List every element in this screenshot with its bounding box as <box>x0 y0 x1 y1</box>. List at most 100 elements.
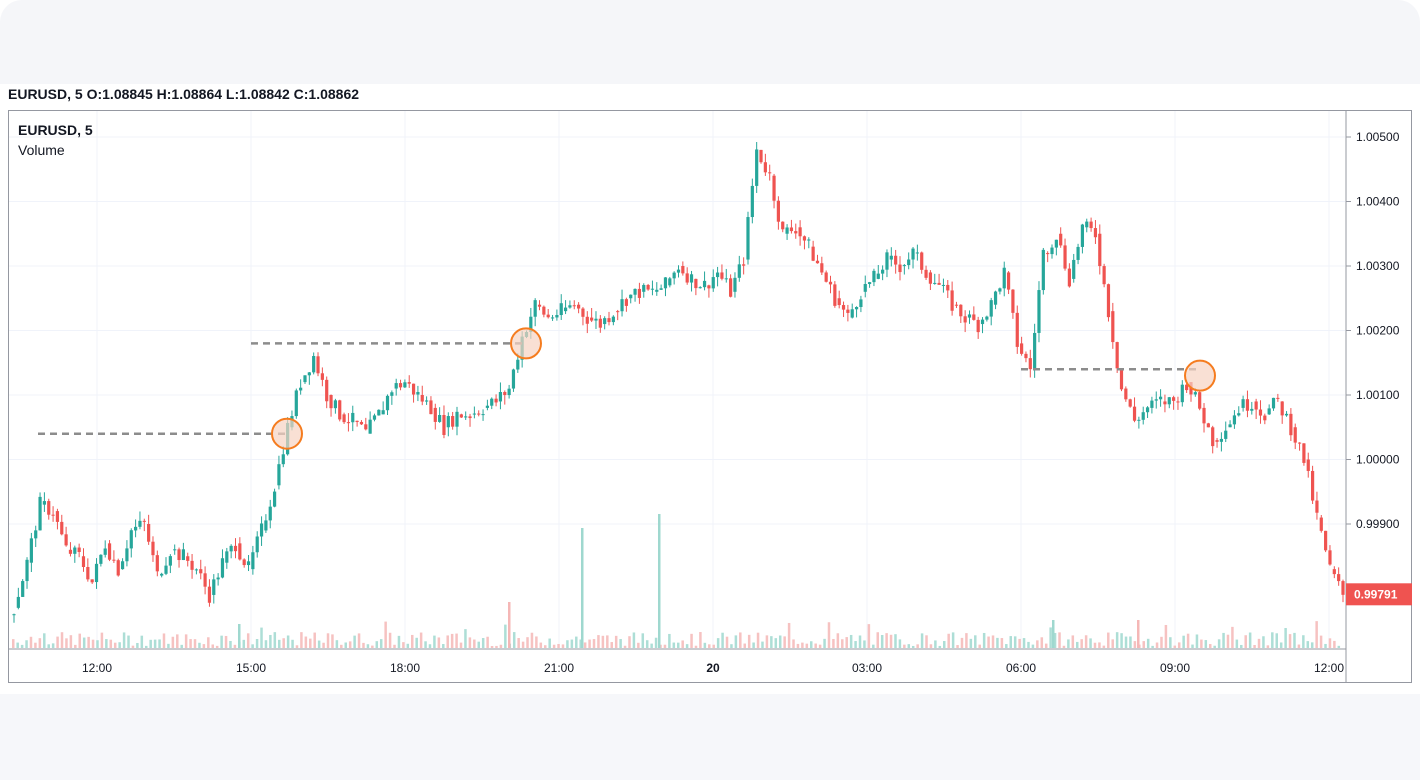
volume-bar <box>25 640 28 648</box>
candle-body <box>1250 408 1254 411</box>
candle-body <box>64 534 68 546</box>
candle-body <box>164 565 168 574</box>
volume-bar <box>743 643 746 648</box>
candle-body <box>1002 267 1006 289</box>
candle-body <box>650 288 655 290</box>
volume-bar <box>464 629 467 648</box>
candle-body <box>459 414 463 418</box>
candle-body <box>568 305 572 308</box>
candle-body <box>1232 415 1237 425</box>
candle-body <box>807 239 811 241</box>
volume-bar <box>725 636 729 648</box>
candle-body <box>828 281 833 285</box>
volume-bar <box>260 627 263 648</box>
volume-bar <box>198 642 201 648</box>
volume-bar <box>1164 624 1168 648</box>
candle-body <box>902 265 906 267</box>
candle-body <box>446 416 450 428</box>
candle-body <box>1258 409 1263 416</box>
candle-body <box>351 412 355 423</box>
y-tick-label: 1.00300 <box>1356 259 1400 273</box>
volume-bar <box>459 642 463 648</box>
candle-body <box>42 501 47 505</box>
volume-bar <box>326 633 330 648</box>
volume-bar <box>184 634 188 648</box>
candle-body <box>837 298 841 306</box>
volume-bar <box>849 634 853 648</box>
volume-bar <box>193 639 197 648</box>
candle-body <box>16 596 20 608</box>
candle-body <box>950 290 954 311</box>
candle-body <box>342 414 346 423</box>
volume-bar <box>220 635 223 648</box>
candle-body <box>507 388 511 396</box>
top-frame <box>0 0 1420 84</box>
volume-bar <box>544 645 547 648</box>
volume-bar <box>752 642 755 648</box>
volume-bar <box>304 636 308 648</box>
ohlc-close-value: 1.08862 <box>308 86 360 102</box>
volume-bar <box>774 638 778 648</box>
candle-body <box>1054 239 1058 248</box>
volume-bar <box>136 642 139 648</box>
volume-bar <box>708 644 711 648</box>
candle-body <box>1020 343 1024 354</box>
volume-bar <box>1275 633 1278 648</box>
volume-bar <box>282 638 285 648</box>
volume-bar <box>597 635 600 648</box>
candle-body <box>503 392 507 396</box>
candle-body <box>537 304 542 307</box>
candle-body <box>181 549 185 561</box>
candle-body <box>38 496 42 531</box>
candle-body <box>25 559 29 582</box>
volume-bar <box>202 644 206 648</box>
ohlc-low-value: 1.08842 <box>239 86 290 102</box>
candle-body <box>281 454 285 465</box>
candle-body <box>51 514 55 516</box>
candle-body <box>1119 368 1124 390</box>
chart-panel[interactable] <box>8 110 1412 683</box>
volume-bar <box>987 636 990 648</box>
candle-body <box>624 299 628 306</box>
volume-bar <box>65 638 68 648</box>
candle-body <box>672 272 676 279</box>
candle-body <box>498 392 503 402</box>
volume-bar <box>242 639 246 648</box>
volume-bar <box>863 640 866 648</box>
candle-body <box>272 491 277 507</box>
volume-bar <box>402 642 405 648</box>
candle-body <box>668 278 672 286</box>
candle-body <box>372 415 377 420</box>
candle-body <box>216 577 220 580</box>
candle-body <box>577 304 581 309</box>
volume-bar <box>348 641 352 648</box>
volume-bar <box>113 642 117 648</box>
candle-body <box>1241 399 1245 408</box>
volume-bar <box>1284 628 1287 648</box>
volume-bar <box>504 624 507 648</box>
candle-body <box>590 317 594 321</box>
volume-bar <box>575 636 578 648</box>
candle-body <box>1180 384 1184 403</box>
volume-bar <box>12 639 15 648</box>
volume-bar <box>1240 644 1243 648</box>
candle-body <box>1163 401 1167 405</box>
volume-bar <box>801 642 804 648</box>
candle-body <box>689 274 694 283</box>
candle-body <box>1332 569 1336 575</box>
candle-body <box>702 280 707 288</box>
volume-bar <box>903 644 906 648</box>
volume-bar <box>978 644 981 648</box>
volume-bar <box>1306 641 1310 648</box>
candle-body <box>976 319 980 333</box>
volume-bar <box>1067 639 1070 648</box>
volume-bar <box>366 644 370 648</box>
candle-body <box>1006 272 1011 290</box>
volume-bar <box>1098 642 1101 648</box>
legend-volume: Volume <box>18 142 65 158</box>
candle-body <box>168 556 172 566</box>
volume-spike <box>238 624 241 648</box>
volume-bar <box>251 644 254 648</box>
candle-body <box>1267 408 1271 415</box>
